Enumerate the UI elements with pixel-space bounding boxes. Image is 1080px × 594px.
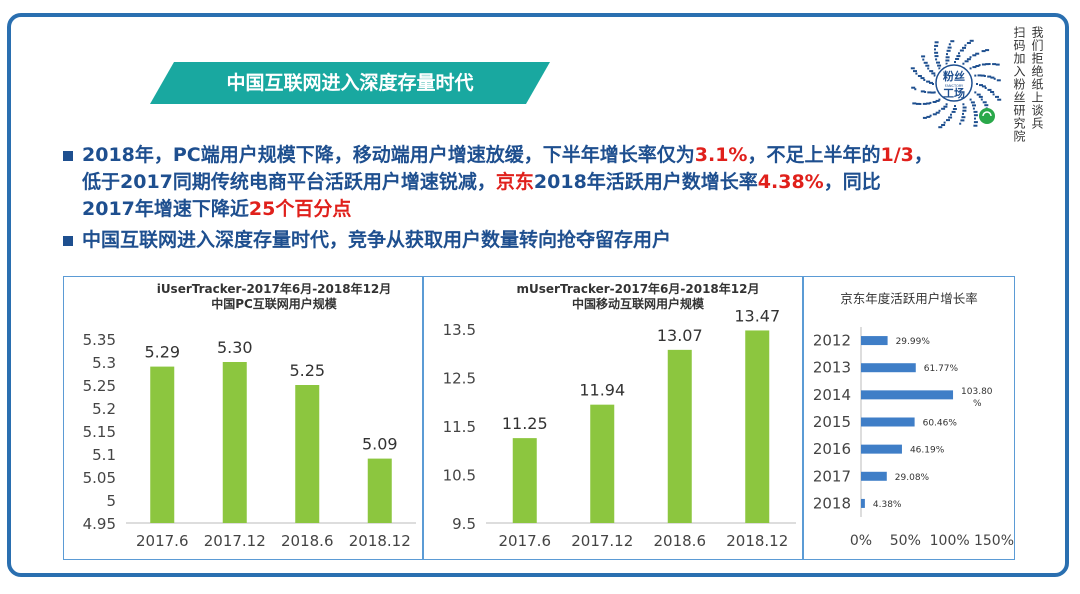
y-tick-label: 2012 — [813, 332, 851, 350]
x-tick-label: 2017.6 — [499, 532, 552, 550]
qr-logo-line1: 粉丝 — [943, 69, 965, 83]
data-label: 46.19% — [910, 446, 945, 456]
x-tick-label: 2018.6 — [281, 532, 334, 550]
bullet-1-text: 2018年，PC端用户规模下降，移动端用户增速放缓，下半年增长率仅为3.1%，不… — [82, 142, 933, 223]
data-label: 5.25 — [289, 361, 325, 380]
y-tick-label: 5.2 — [92, 400, 116, 418]
bullet-1-line-3: 2017年增速下降近25个百分点 — [82, 198, 352, 220]
y-tick-label: 5.35 — [83, 331, 116, 349]
y-tick-label: 9.5 — [452, 515, 476, 533]
bar — [861, 444, 902, 454]
y-tick-label: 11.5 — [443, 418, 476, 436]
data-label: 4.38% — [873, 500, 902, 510]
y-tick-label: 5.15 — [83, 423, 116, 441]
bar — [222, 362, 247, 523]
bar — [667, 349, 692, 523]
banner-title: 中国互联网进入深度存量时代 — [226, 72, 474, 94]
x-tick-label: 2018.12 — [349, 532, 411, 550]
data-label: 11.94 — [579, 381, 625, 400]
y-tick-label: 5.3 — [92, 354, 116, 372]
data-label: 5.30 — [217, 338, 253, 357]
y-tick-label: 4.95 — [83, 515, 116, 533]
y-tick-label: 10.5 — [443, 467, 476, 485]
bullet-marker-1 — [63, 151, 73, 161]
bar — [150, 366, 175, 523]
jd-growth-chart: 京东年度活跃用户增长率 2012 29.99% 2013 61.77% 2014 103.8… — [813, 291, 1014, 549]
x-tick-label: 2018.12 — [726, 532, 788, 550]
y-tick-label: 2018 — [813, 494, 851, 512]
y-tick-label: 2016 — [813, 440, 851, 458]
x-tick-label: 2017.6 — [136, 532, 189, 550]
bar — [367, 458, 392, 523]
y-tick-label: 5.25 — [83, 377, 116, 395]
chart-subtitle: 中国PC互联网用户规模 — [211, 296, 338, 311]
y-tick-label: 5.1 — [92, 446, 116, 464]
data-label: 29.99% — [896, 337, 931, 347]
bullet-1-line-1: 2018年，PC端用户规模下降，移动端用户增速放缓，下半年增长率仅为3.1%，不… — [82, 144, 933, 166]
data-label: 13.47 — [734, 306, 780, 325]
pc-users-chart: iUserTracker-2017年6月-2018年12月中国PC互联网用户规模… — [83, 281, 416, 550]
bar — [745, 330, 770, 523]
chart-subtitle: 中国移动互联网用户规模 — [572, 296, 705, 311]
x-tick-label: 2018.6 — [654, 532, 707, 550]
mobile-users-chart: mUserTracker-2017年6月-2018年12月中国移动互联网用户规模… — [443, 281, 796, 550]
bullet-marker-2 — [63, 236, 73, 246]
chart-panel-jd: 京东年度活跃用户增长率 2012 29.99% 2013 61.77% 2014 103.8… — [803, 276, 1015, 560]
y-tick-label: 2014 — [813, 386, 851, 404]
bar — [512, 438, 537, 523]
y-tick-label: 2015 — [813, 413, 851, 431]
side-slogan: 我们拒绝纸上谈兵 — [1030, 26, 1044, 130]
bar — [861, 390, 954, 400]
chart-title: mUserTracker-2017年6月-2018年12月 — [517, 281, 760, 296]
data-label-unit: % — [973, 399, 982, 409]
qr-logo-small: FANCTORY — [945, 84, 964, 88]
x-tick-label: 100% — [930, 533, 970, 549]
bar — [861, 471, 887, 481]
data-label: 13.07 — [657, 326, 703, 345]
y-tick-label: 12.5 — [443, 370, 476, 388]
chart-title: 京东年度活跃用户增长率 — [840, 291, 978, 306]
data-label: 103.80 — [961, 387, 993, 397]
qr-code-icon: 粉丝 FANCTORY 工场 — [910, 39, 1002, 129]
chart-title: iUserTracker-2017年6月-2018年12月 — [157, 281, 392, 296]
bar — [295, 385, 320, 523]
y-tick-label: 13.5 — [443, 321, 476, 339]
x-tick-label: 0% — [850, 533, 872, 549]
x-tick-label: 2017.12 — [571, 532, 633, 550]
y-tick-label: 5.05 — [83, 469, 116, 487]
bar — [861, 498, 865, 508]
bullet-1-line-2: 低于2017同期传统电商平台活跃用户增速锐减，京东2018年活跃用户数增长率4.… — [82, 171, 881, 193]
bar — [590, 404, 615, 523]
chart-panel-pc: iUserTracker-2017年6月-2018年12月 中国PC互联网用户规模… — [63, 276, 423, 560]
side-scan-prompt: 扫码加入粉丝研究院 — [1012, 26, 1026, 143]
data-label: 29.08% — [895, 473, 930, 483]
data-label: 5.29 — [144, 343, 180, 362]
data-label: 5.09 — [362, 435, 398, 454]
data-label: 61.77% — [924, 364, 959, 374]
bullet-2-text: 中国互联网进入深度存量时代，竞争从获取用户数量转向抢夺留存用户 — [82, 229, 672, 251]
data-label: 11.25 — [502, 414, 548, 433]
y-tick-label: 2013 — [813, 359, 851, 377]
title-banner — [150, 62, 550, 104]
x-tick-label: 2017.12 — [204, 532, 266, 550]
chart-panel-mobile: mUserTracker-2017年6月-2018年12月 中国移动互联网用户规模… — [423, 276, 803, 560]
data-label: 60.46% — [923, 419, 958, 429]
x-tick-label: 150% — [974, 533, 1014, 549]
qr-logo-line2: 工场 — [943, 86, 965, 100]
x-tick-label: 50% — [890, 533, 921, 549]
bar — [861, 336, 888, 346]
bar — [861, 417, 915, 427]
y-tick-label: 2017 — [813, 467, 851, 485]
bar — [861, 363, 916, 373]
y-tick-label: 5 — [106, 492, 116, 510]
